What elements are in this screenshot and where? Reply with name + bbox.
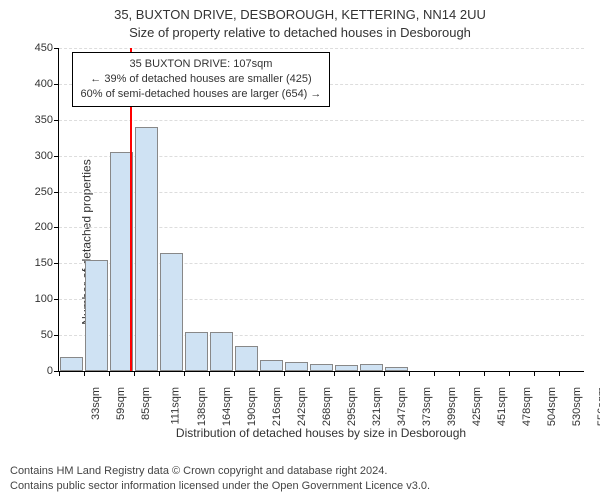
ytick-label: 250	[35, 186, 59, 198]
gridline	[59, 120, 584, 121]
xtick-mark	[259, 371, 260, 376]
ytick-label: 300	[35, 150, 59, 162]
ytick-label: 400	[35, 78, 59, 90]
histogram-bar	[135, 127, 158, 371]
chart-titles: 35, BUXTON DRIVE, DESBOROUGH, KETTERING,…	[0, 0, 600, 41]
histogram-bar	[385, 367, 408, 371]
ytick-label: 0	[47, 365, 59, 377]
xtick-label: 268sqm	[321, 387, 333, 426]
annotation-box: 35 BUXTON DRIVE: 107sqm← 39% of detached…	[72, 52, 331, 107]
ytick-label: 350	[35, 114, 59, 126]
xtick-mark	[559, 371, 560, 376]
histogram-bar	[260, 360, 283, 371]
xtick-label: 242sqm	[296, 387, 308, 426]
xtick-mark	[159, 371, 160, 376]
xtick-mark	[59, 371, 60, 376]
chart-area: Number of detached properties 0501001502…	[0, 40, 600, 444]
xtick-mark	[459, 371, 460, 376]
title-line-1: 35, BUXTON DRIVE, DESBOROUGH, KETTERING,…	[0, 6, 600, 24]
xtick-mark	[134, 371, 135, 376]
histogram-bar	[85, 260, 108, 371]
xtick-label: 425sqm	[471, 387, 483, 426]
xtick-mark	[359, 371, 360, 376]
histogram-bar	[160, 253, 183, 371]
xtick-label: 216sqm	[271, 387, 283, 426]
histogram-bar	[310, 364, 333, 371]
xtick-label: 556sqm	[596, 387, 600, 426]
xtick-label: 295sqm	[346, 387, 358, 426]
xtick-label: 164sqm	[221, 387, 233, 426]
histogram-bar	[185, 332, 208, 371]
xtick-mark	[334, 371, 335, 376]
xtick-mark	[84, 371, 85, 376]
xtick-label: 347sqm	[396, 387, 408, 426]
annotation-line: 35 BUXTON DRIVE: 107sqm	[81, 57, 322, 72]
xtick-label: 59sqm	[115, 387, 127, 420]
xtick-mark	[434, 371, 435, 376]
plot-area: 05010015020025030035040045033sqm59sqm85s…	[58, 48, 584, 372]
credits-line-2: Contains public sector information licen…	[10, 479, 430, 494]
xtick-mark	[109, 371, 110, 376]
credits-line-1: Contains HM Land Registry data © Crown c…	[10, 464, 430, 479]
histogram-bar	[360, 364, 383, 371]
credits: Contains HM Land Registry data © Crown c…	[10, 464, 430, 494]
xtick-label: 190sqm	[246, 387, 258, 426]
ytick-label: 50	[41, 329, 59, 341]
ytick-label: 200	[35, 221, 59, 233]
xtick-label: 373sqm	[421, 387, 433, 426]
xtick-label: 451sqm	[496, 387, 508, 426]
xtick-label: 111sqm	[170, 387, 182, 425]
histogram-bar	[210, 332, 233, 371]
annotation-line: ← 39% of detached houses are smaller (42…	[81, 72, 322, 87]
ytick-label: 100	[35, 293, 59, 305]
xtick-label: 478sqm	[521, 387, 533, 426]
histogram-bar	[335, 365, 358, 371]
annotation-line: 60% of semi-detached houses are larger (…	[81, 87, 322, 102]
ytick-label: 150	[35, 257, 59, 269]
histogram-bar	[60, 357, 83, 371]
histogram-bar	[235, 346, 258, 371]
xtick-mark	[234, 371, 235, 376]
title-line-2: Size of property relative to detached ho…	[0, 24, 600, 42]
xtick-mark	[184, 371, 185, 376]
xtick-mark	[534, 371, 535, 376]
xtick-mark	[484, 371, 485, 376]
xtick-mark	[284, 371, 285, 376]
xtick-mark	[509, 371, 510, 376]
xtick-label: 504sqm	[546, 387, 558, 426]
xtick-label: 399sqm	[446, 387, 458, 426]
xtick-mark	[309, 371, 310, 376]
xtick-label: 33sqm	[90, 387, 102, 420]
xtick-mark	[209, 371, 210, 376]
xtick-label: 321sqm	[371, 387, 383, 426]
xtick-label: 138sqm	[196, 387, 208, 426]
xtick-label: 530sqm	[571, 387, 583, 426]
gridline	[59, 48, 584, 49]
xtick-mark	[384, 371, 385, 376]
xtick-label: 85sqm	[140, 387, 152, 420]
ytick-label: 450	[35, 42, 59, 54]
x-axis-label: Distribution of detached houses by size …	[58, 426, 584, 440]
histogram-bar	[285, 362, 308, 371]
xtick-mark	[409, 371, 410, 376]
